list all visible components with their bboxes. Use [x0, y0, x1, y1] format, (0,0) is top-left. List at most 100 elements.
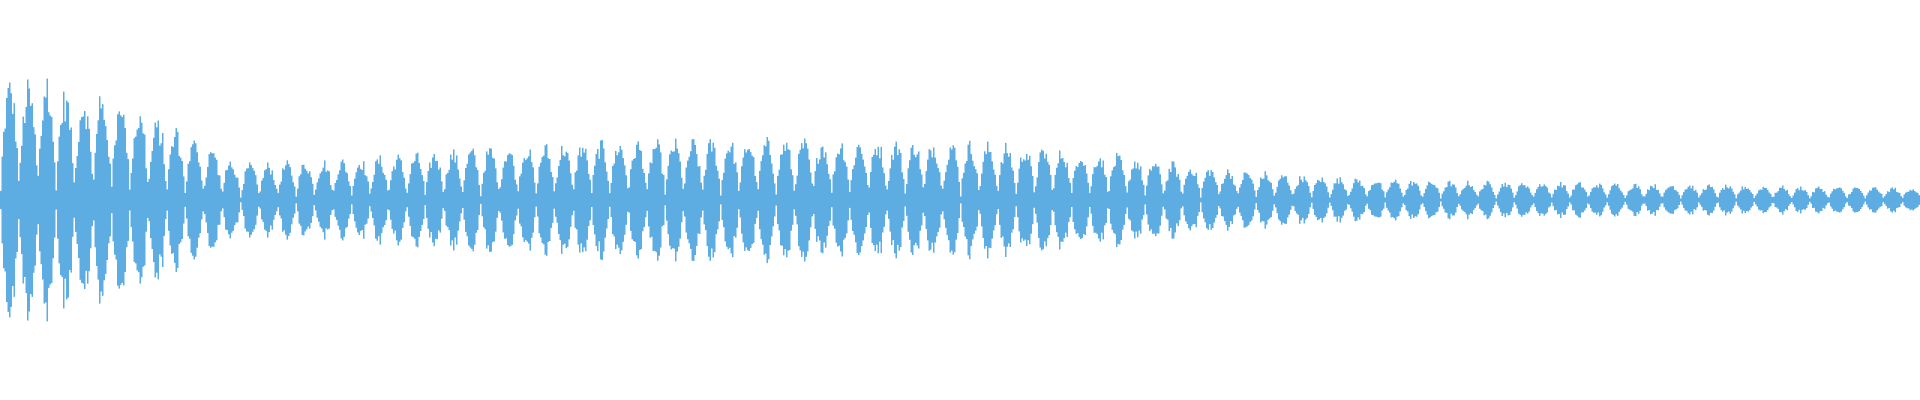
waveform-bar: [505, 161, 507, 239]
waveform-bar: [1899, 192, 1901, 208]
waveform-bar: [618, 152, 620, 248]
waveform-bar: [78, 141, 80, 258]
waveform-bar: [1162, 193, 1164, 207]
waveform-bar: [645, 182, 647, 218]
waveform-bar: [1278, 180, 1280, 220]
waveform-bar: [1236, 191, 1238, 209]
waveform-bar: [252, 168, 254, 232]
waveform-bar: [1071, 192, 1073, 208]
waveform-bar: [690, 151, 692, 249]
waveform-bar: [174, 137, 176, 263]
waveform-bar: [1641, 194, 1643, 206]
waveform-bar: [1873, 187, 1875, 213]
waveform-bar: [208, 154, 210, 247]
waveform-bar: [1378, 182, 1380, 218]
waveform-bar: [343, 163, 345, 237]
waveform-bar: [412, 162, 414, 238]
waveform-bar: [979, 186, 981, 214]
waveform-bar: [706, 153, 708, 247]
waveform-bar: [298, 176, 300, 224]
waveform-bar: [1407, 188, 1409, 212]
waveform-bar: [1776, 192, 1778, 208]
waveform-bar: [1284, 176, 1286, 224]
waveform-bar: [1173, 161, 1175, 239]
waveform-bar: [763, 145, 765, 255]
waveform-bar: [1618, 188, 1620, 212]
waveform-bar: [1317, 179, 1319, 221]
waveform-bar: [370, 188, 372, 212]
waveform-bar: [1869, 190, 1871, 210]
waveform-bar: [1875, 187, 1877, 213]
waveform-bar: [1728, 188, 1730, 212]
waveform-bar: [1591, 188, 1593, 212]
waveform-bar: [1077, 167, 1079, 234]
waveform-bar: [1798, 190, 1800, 210]
waveform-bar: [1344, 189, 1346, 211]
waveform-bar: [1312, 191, 1314, 209]
waveform-bar: [421, 175, 423, 225]
waveform-bar: [1254, 190, 1256, 210]
waveform-bar: [601, 139, 603, 261]
waveform-bar: [1009, 153, 1011, 247]
waveform-bar: [1836, 188, 1838, 212]
waveform-bar: [1425, 189, 1427, 211]
waveform-bar: [1090, 186, 1092, 214]
waveform-bar: [1825, 194, 1827, 206]
waveform-bar: [516, 184, 518, 216]
waveform-bar: [1087, 182, 1089, 218]
waveform-bar: [685, 167, 687, 233]
waveform-bar: [1810, 196, 1812, 204]
waveform-bar: [286, 160, 288, 240]
waveform-bar: [1758, 190, 1760, 210]
waveform-bar: [10, 93, 12, 307]
waveform-bar: [243, 183, 245, 216]
waveform-bar: [756, 182, 758, 218]
waveform-bar: [190, 147, 192, 253]
waveform-bar: [463, 180, 465, 220]
waveform-bar: [37, 175, 39, 225]
waveform-bar: [12, 113, 14, 287]
waveform-bar: [52, 141, 54, 259]
waveform-bar: [1864, 198, 1866, 202]
waveform-bar: [1843, 192, 1845, 208]
waveform-bar: [664, 194, 666, 206]
waveform-bar: [1248, 174, 1250, 226]
waveform-bar: [346, 173, 348, 227]
waveform-bar: [573, 189, 575, 211]
waveform-bar: [433, 154, 435, 247]
waveform-bar: [1737, 194, 1739, 206]
waveform-bar: [541, 156, 543, 243]
waveform-bar: [1255, 196, 1257, 204]
waveform-bar: [255, 175, 257, 225]
waveform-bar: [1738, 192, 1740, 208]
waveform-bar: [906, 184, 908, 216]
waveform-bar: [703, 175, 705, 225]
waveform-bar: [1827, 196, 1829, 204]
waveform-bar: [67, 102, 69, 298]
waveform-bar: [1203, 181, 1205, 219]
waveform-bar: [355, 172, 357, 228]
waveform-bar: [1266, 175, 1268, 225]
waveform-bar: [1572, 189, 1574, 211]
waveform-bar: [349, 186, 351, 215]
waveform-bar: [373, 174, 375, 226]
waveform-bar: [457, 169, 459, 231]
waveform-bar: [792, 175, 794, 225]
waveform-bar: [1377, 182, 1379, 218]
waveform-bar: [534, 182, 536, 218]
waveform-bar: [73, 182, 75, 218]
waveform-bar: [1213, 177, 1215, 223]
waveform-bar: [1300, 179, 1302, 221]
waveform-bar: [1516, 191, 1518, 209]
waveform-bar: [1432, 184, 1434, 216]
waveform-bar: [1479, 191, 1481, 209]
waveform-bar: [721, 179, 723, 221]
waveform-bar: [1020, 157, 1022, 243]
waveform-bar: [1657, 189, 1659, 211]
waveform-bar: [1129, 179, 1131, 221]
waveform-bar: [963, 172, 965, 227]
waveform-bar: [807, 148, 809, 252]
waveform-bar: [849, 192, 851, 208]
waveform-bar: [1734, 194, 1736, 206]
